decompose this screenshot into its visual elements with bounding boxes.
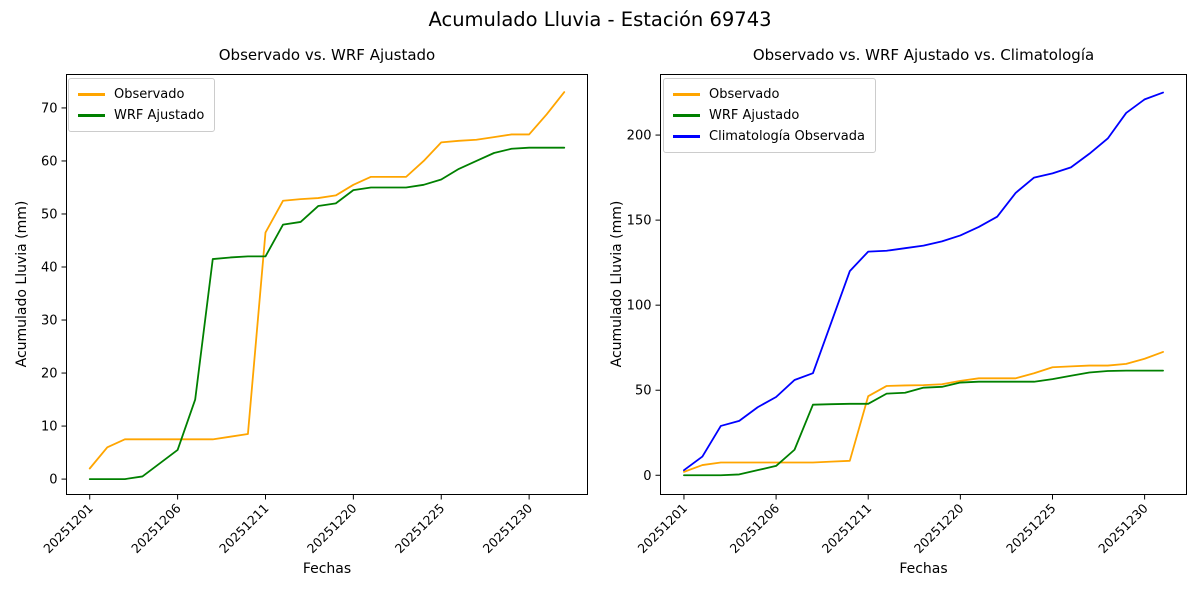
axes-frame — [660, 74, 1187, 495]
legend-left: Observado WRF Ajustado — [68, 78, 216, 132]
legend-entry-observado: Observado — [78, 84, 204, 105]
x-axis-ticks: 20251201 20251206 20251211 20251220 20251225… — [40, 495, 535, 556]
y-tick-label: 0 — [643, 469, 651, 484]
series-line-observado — [88, 91, 566, 470]
legend-label: WRF Ajustado — [114, 108, 205, 123]
series-line-wrf — [88, 146, 566, 480]
x-tick-label: 20251211 — [819, 501, 875, 557]
y-tick-label: 200 — [627, 129, 652, 144]
x-tick-label: 20251201 — [40, 501, 96, 557]
y-tick-label: 70 — [41, 101, 58, 116]
y-axis-label-right: Acumulado Lluvia (mm) — [609, 200, 625, 368]
y-axis-label-left: Acumulado Lluvia (mm) — [14, 200, 30, 368]
y-axis-ticks: 0 50 100 150 200 — [627, 129, 660, 484]
legend-entry-observado: Observado — [673, 84, 865, 105]
legend-label: Climatología Observada — [709, 129, 865, 144]
y-tick-label: 20 — [41, 367, 58, 382]
x-tick-label: 20251220 — [911, 500, 967, 556]
legend-entry-clima: Climatología Observada — [673, 126, 865, 147]
x-tick-label: 20251220 — [304, 500, 360, 556]
y-tick-label: 150 — [627, 214, 652, 229]
x-tick-label: 20251225 — [392, 501, 448, 557]
y-tick-label: 30 — [41, 314, 58, 329]
x-axis-label-left: Fechas — [302, 561, 352, 577]
legend-line-sample — [673, 135, 700, 138]
y-tick-label: 0 — [49, 473, 57, 488]
y-tick-label: 60 — [41, 154, 58, 169]
y-axis-ticks: 0 10 20 30 40 50 60 70 — [41, 101, 66, 488]
x-tick-label: 20251225 — [1003, 501, 1059, 557]
x-tick-label: 20251206 — [727, 500, 783, 556]
y-tick-label: 10 — [41, 420, 58, 435]
plot-title-left: Observado vs. WRF Ajustado — [218, 46, 436, 64]
legend-label: WRF Ajustado — [709, 108, 800, 123]
legend-label: Observado — [709, 87, 780, 102]
x-tick-label: 20251230 — [1095, 500, 1151, 556]
x-axis-label-right: Fechas — [899, 561, 948, 577]
legend-entry-wrf: WRF Ajustado — [78, 105, 204, 126]
series-line-clima — [683, 91, 1164, 472]
plot-title-right: Observado vs. WRF Ajustado vs. Climatolo… — [752, 46, 1095, 64]
axes-frame — [66, 74, 588, 495]
series-line-wrf — [683, 369, 1164, 477]
x-tick-label: 20251211 — [216, 501, 272, 557]
legend-right: Observado WRF Ajustado Climatología Observ… — [663, 78, 876, 153]
legend-line-sample — [673, 114, 700, 117]
x-axis-ticks: 20251201 20251206 20251211 20251220 20251225… — [634, 495, 1151, 557]
legend-label: Observado — [114, 87, 185, 102]
y-tick-label: 100 — [627, 299, 652, 314]
legend-line-sample — [78, 114, 105, 117]
legend-line-sample — [673, 93, 700, 96]
figure-suptitle: Acumulado Lluvia - Estación 69743 — [428, 8, 772, 31]
y-tick-label: 40 — [41, 261, 58, 276]
x-tick-label: 20251206 — [128, 500, 184, 556]
y-tick-label: 50 — [41, 207, 58, 222]
legend-line-sample — [78, 93, 105, 96]
x-tick-label: 20251230 — [480, 500, 536, 556]
x-tick-label: 20251201 — [634, 501, 690, 557]
series-line-observado — [683, 351, 1164, 473]
legend-entry-wrf: WRF Ajustado — [673, 105, 865, 126]
y-tick-label: 50 — [635, 384, 652, 399]
